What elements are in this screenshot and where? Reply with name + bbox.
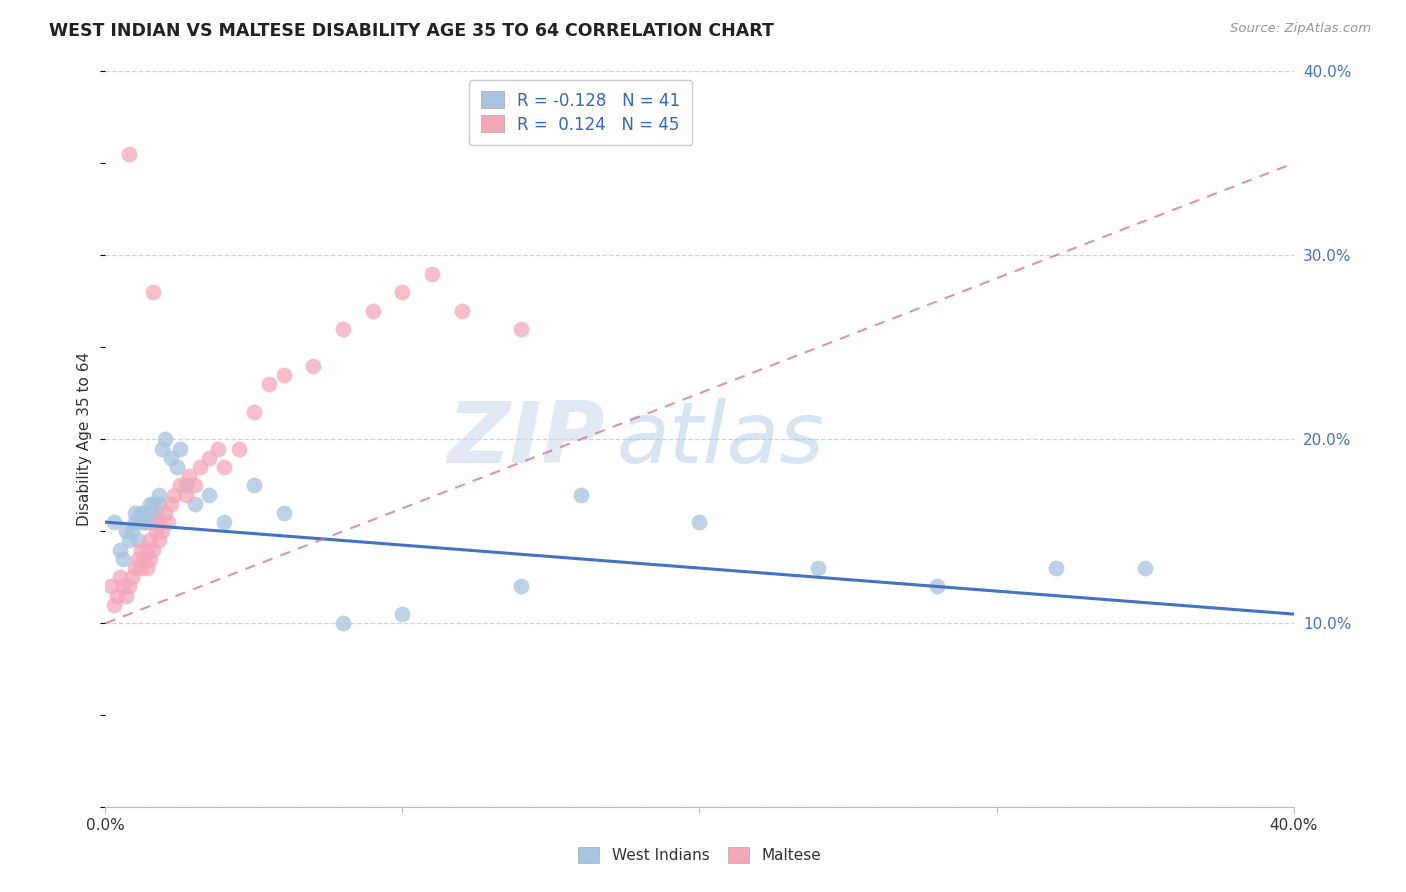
Point xyxy=(273,506,295,520)
Point xyxy=(121,570,143,584)
Point xyxy=(139,533,162,548)
Point xyxy=(228,442,250,456)
Point xyxy=(177,469,200,483)
Point xyxy=(132,552,155,566)
Point xyxy=(132,506,155,520)
Point xyxy=(174,487,197,501)
Point xyxy=(124,506,146,520)
Point xyxy=(115,524,138,539)
Point xyxy=(148,533,170,548)
Point xyxy=(124,515,146,529)
Point xyxy=(190,459,212,474)
Point xyxy=(129,542,152,557)
Point xyxy=(169,478,191,492)
Point xyxy=(257,377,280,392)
Point xyxy=(129,515,152,529)
Point xyxy=(153,432,176,446)
Point xyxy=(148,497,170,511)
Point xyxy=(145,524,167,539)
Point xyxy=(103,598,125,612)
Point xyxy=(214,459,236,474)
Point xyxy=(214,515,236,529)
Point xyxy=(110,570,132,584)
Point xyxy=(139,552,162,566)
Point xyxy=(159,450,181,465)
Point xyxy=(100,580,122,594)
Point xyxy=(112,580,135,594)
Point xyxy=(148,487,170,501)
Point xyxy=(115,589,138,603)
Point xyxy=(174,478,197,492)
Point xyxy=(103,515,125,529)
Point xyxy=(139,506,162,520)
Point xyxy=(927,580,949,594)
Point xyxy=(142,285,165,300)
Point xyxy=(105,589,128,603)
Point xyxy=(450,303,472,318)
Point xyxy=(159,497,181,511)
Point xyxy=(198,487,221,501)
Point xyxy=(136,515,159,529)
Point xyxy=(132,515,155,529)
Point xyxy=(148,515,170,529)
Point xyxy=(136,561,159,575)
Point xyxy=(510,580,533,594)
Point xyxy=(302,359,325,373)
Point xyxy=(150,524,173,539)
Point xyxy=(807,561,830,575)
Point xyxy=(142,497,165,511)
Point xyxy=(689,515,711,529)
Point xyxy=(163,487,186,501)
Point xyxy=(153,506,176,520)
Point xyxy=(118,580,141,594)
Point xyxy=(136,542,159,557)
Point xyxy=(273,368,295,382)
Point xyxy=(569,487,592,501)
Point xyxy=(1045,561,1067,575)
Point xyxy=(183,478,205,492)
Point xyxy=(129,561,152,575)
Point xyxy=(198,450,221,465)
Point xyxy=(150,442,173,456)
Point xyxy=(124,561,146,575)
Text: WEST INDIAN VS MALTESE DISABILITY AGE 35 TO 64 CORRELATION CHART: WEST INDIAN VS MALTESE DISABILITY AGE 35… xyxy=(49,22,775,40)
Point xyxy=(183,497,205,511)
Point xyxy=(391,607,413,621)
Point xyxy=(110,542,132,557)
Point xyxy=(1133,561,1156,575)
Point xyxy=(127,552,149,566)
Point xyxy=(129,506,152,520)
Point xyxy=(118,147,141,161)
Point xyxy=(243,478,266,492)
Point xyxy=(112,552,135,566)
Point xyxy=(142,515,165,529)
Point xyxy=(243,405,266,419)
Text: ZIP: ZIP xyxy=(447,398,605,481)
Point xyxy=(127,533,149,548)
Point xyxy=(420,267,443,281)
Point xyxy=(332,616,354,631)
Point xyxy=(139,497,162,511)
Text: Source: ZipAtlas.com: Source: ZipAtlas.com xyxy=(1230,22,1371,36)
Point xyxy=(391,285,413,300)
Point xyxy=(156,515,179,529)
Legend: West Indians, Maltese: West Indians, Maltese xyxy=(572,841,827,870)
Point xyxy=(169,442,191,456)
Point xyxy=(145,506,167,520)
Y-axis label: Disability Age 35 to 64: Disability Age 35 to 64 xyxy=(77,352,93,526)
Point xyxy=(121,524,143,539)
Point xyxy=(142,542,165,557)
Point xyxy=(118,533,141,548)
Point xyxy=(361,303,384,318)
Text: atlas: atlas xyxy=(616,398,824,481)
Point xyxy=(207,442,229,456)
Point xyxy=(166,459,188,474)
Point xyxy=(510,322,533,336)
Point xyxy=(332,322,354,336)
